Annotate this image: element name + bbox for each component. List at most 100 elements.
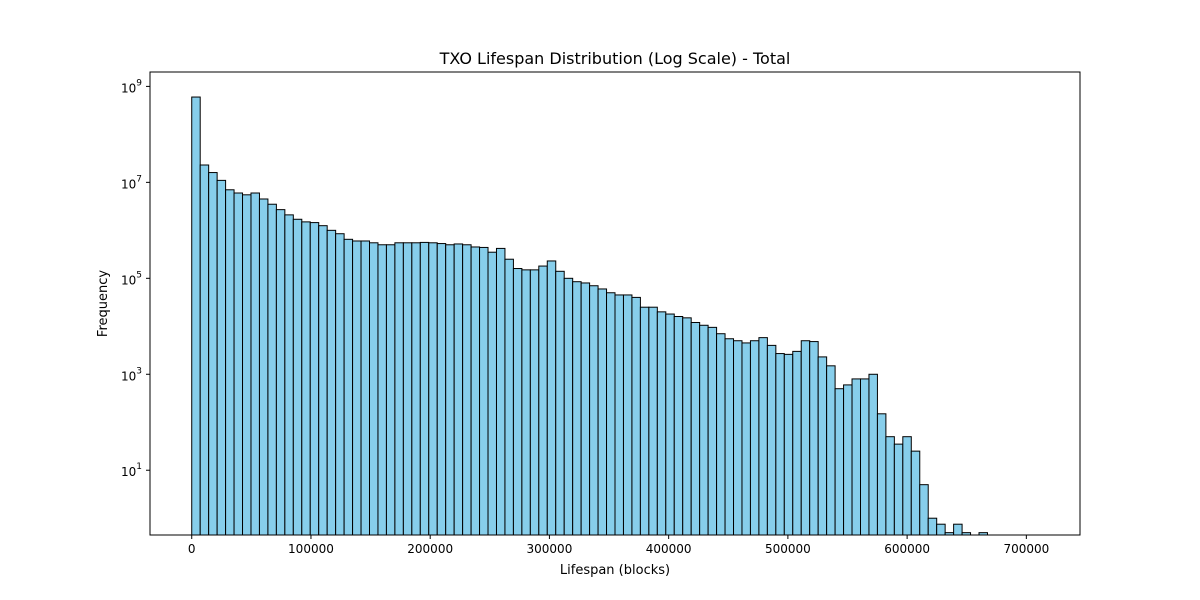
histogram-bar <box>445 244 455 536</box>
histogram-bar <box>817 356 828 536</box>
histogram-bar <box>529 269 540 536</box>
histogram-bar <box>749 340 760 536</box>
histogram-bar <box>208 172 218 536</box>
histogram-bar <box>267 203 277 536</box>
histogram-bar <box>352 240 362 536</box>
histogram-bar <box>394 242 404 536</box>
histogram-bar <box>436 243 447 536</box>
histogram-bar <box>495 247 506 536</box>
histogram-bar <box>309 222 320 536</box>
histogram-bar <box>546 260 557 536</box>
histogram-bar <box>301 221 311 536</box>
x-tick-label: 400000 <box>646 542 692 556</box>
histogram-bar <box>851 378 862 536</box>
histogram-bar <box>216 179 227 536</box>
histogram-bar <box>800 340 811 536</box>
histogram-bar <box>690 321 701 536</box>
histogram-bar <box>538 265 548 536</box>
histogram-bar <box>275 209 286 536</box>
histogram-bar <box>326 229 337 536</box>
histogram-bar <box>910 450 921 536</box>
y-axis: 101 103 105 107 109 <box>121 78 150 479</box>
x-tick-label: 100000 <box>288 542 334 556</box>
histogram-bar <box>775 353 785 536</box>
histogram-bar <box>783 353 794 536</box>
histogram-bar <box>580 282 591 536</box>
histogram-bar <box>902 436 912 536</box>
histogram-bar <box>589 285 599 536</box>
x-tick-label: 0 <box>188 542 196 556</box>
histogram-bar <box>682 317 692 536</box>
histogram-bar <box>733 340 743 536</box>
histogram-bar <box>250 192 260 536</box>
histogram-bar <box>614 294 624 536</box>
histogram-bar <box>953 523 963 536</box>
histogram-bar <box>233 192 244 536</box>
histogram-bar <box>360 240 371 536</box>
histogram-bar <box>292 218 303 536</box>
histogram-bar <box>521 269 531 536</box>
histogram-bar <box>707 326 718 536</box>
histogram-bar <box>656 311 667 536</box>
histogram-bar <box>766 344 777 536</box>
histogram-bar <box>335 233 345 536</box>
histogram-bar <box>716 333 726 536</box>
histogram-bar <box>225 189 235 536</box>
y-tick-label: 105 <box>121 270 142 287</box>
bars-group <box>191 96 988 536</box>
histogram-bar <box>673 316 684 536</box>
histogram-bar <box>893 443 904 536</box>
y-tick-label: 109 <box>121 78 142 95</box>
histogram-bar <box>555 270 565 536</box>
histogram-bar <box>597 288 608 536</box>
chart-title: TXO Lifespan Distribution (Log Scale) - … <box>439 49 791 68</box>
histogram-bar <box>606 292 616 536</box>
histogram-bar <box>876 413 887 536</box>
histogram-bar <box>724 338 735 536</box>
x-tick-label: 500000 <box>765 542 811 556</box>
histogram-bar <box>563 277 574 536</box>
histogram-bar <box>927 517 938 536</box>
histogram-bar <box>809 341 819 536</box>
histogram-bar <box>487 251 497 536</box>
y-tick-label: 107 <box>121 174 142 191</box>
histogram-bar <box>385 244 396 536</box>
histogram-bar <box>191 96 201 536</box>
x-axis: 0 100000 200000 300000 400000 500000 600000 700… <box>188 535 1049 556</box>
histogram-bar <box>648 306 658 536</box>
histogram-bar <box>758 337 768 536</box>
histogram-bar <box>665 313 675 536</box>
histogram-bar <box>826 365 836 536</box>
histogram-bar <box>284 214 294 536</box>
x-tick-label: 300000 <box>527 542 573 556</box>
histogram-bar <box>868 373 878 536</box>
plot-frame <box>149 71 1081 536</box>
histogram-bar <box>860 378 870 536</box>
histogram-bar <box>572 281 582 536</box>
histogram-bar <box>369 242 379 536</box>
histogram-bar <box>919 484 929 536</box>
histogram-bar <box>318 225 328 536</box>
histogram-bar <box>343 238 354 536</box>
histogram-bar <box>741 342 751 536</box>
histogram-bar <box>631 296 641 536</box>
histogram-bar <box>843 384 853 536</box>
histogram-bar <box>504 258 514 536</box>
histogram-bar <box>792 350 802 536</box>
histogram-bar <box>470 246 481 536</box>
histogram-bar <box>479 246 489 536</box>
histogram-bar <box>462 244 472 536</box>
x-tick-label: 700000 <box>1003 542 1049 556</box>
histogram-bar <box>453 243 464 536</box>
y-tick-label: 101 <box>121 462 142 479</box>
histogram-bar <box>428 242 438 536</box>
y-axis-label: Frequency <box>96 270 111 337</box>
y-tick-label: 103 <box>121 366 142 383</box>
histogram-bar <box>242 194 252 536</box>
histogram-bar <box>377 244 387 536</box>
histogram-bar <box>419 241 430 536</box>
histogram-bar <box>622 294 633 536</box>
histogram-bar <box>834 388 845 536</box>
x-axis-label: Lifespan (blocks) <box>560 563 670 578</box>
